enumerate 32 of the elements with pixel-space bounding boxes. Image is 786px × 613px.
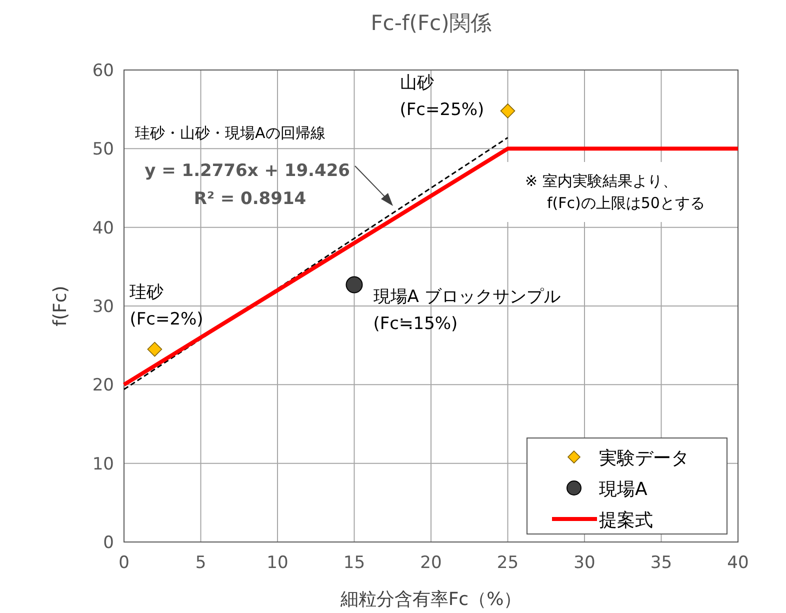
legend-label: 提案式	[599, 510, 653, 531]
annotation: 珪砂 (Fc=2%)	[130, 282, 204, 330]
x-tick-label: 10	[266, 553, 288, 573]
annotation: 山砂 (Fc=25%)	[400, 72, 484, 120]
annotation: 珪砂・山砂・現場Aの回帰線	[135, 124, 326, 142]
annotation: y = 1.2776x + 19.426	[144, 161, 350, 181]
y-tick-label: 60	[92, 61, 114, 81]
x-axis-title: 細粒分含有率Fc（%）	[339, 589, 522, 610]
point	[500, 104, 516, 118]
x-tick-label: 20	[420, 553, 442, 573]
y-tick-label: 10	[92, 454, 114, 474]
chart-title: Fc-f(Fc)関係	[370, 11, 492, 35]
x-tick-label: 5	[195, 553, 206, 573]
annotation: ※ 室内実験結果より、 f(Fc)の上限は50とする	[525, 172, 705, 212]
y-tick-label: 20	[92, 376, 114, 396]
y-axis-title: f(Fc)	[50, 286, 71, 326]
point	[346, 276, 363, 294]
x-tick-label: 40	[727, 553, 749, 573]
legend-label: 実験データ	[599, 448, 689, 469]
x-tick-label: 35	[650, 553, 672, 573]
x-tick-label: 25	[496, 553, 519, 573]
y-tick-label: 0	[103, 533, 114, 553]
point	[147, 342, 162, 357]
x-tick-label: 0	[118, 553, 130, 573]
legend-label: 現場A	[599, 479, 648, 500]
y-tick-label: 30	[92, 297, 114, 317]
y-tick-label: 50	[92, 140, 114, 160]
x-tick-label: 30	[574, 553, 596, 573]
annotation: 現場A ブロックサンプル (Fc≒15%)	[373, 286, 560, 334]
annotation: R² = 0.8914	[194, 189, 306, 209]
x-tick-label: 15	[343, 553, 366, 573]
y-tick-label: 40	[92, 218, 114, 238]
